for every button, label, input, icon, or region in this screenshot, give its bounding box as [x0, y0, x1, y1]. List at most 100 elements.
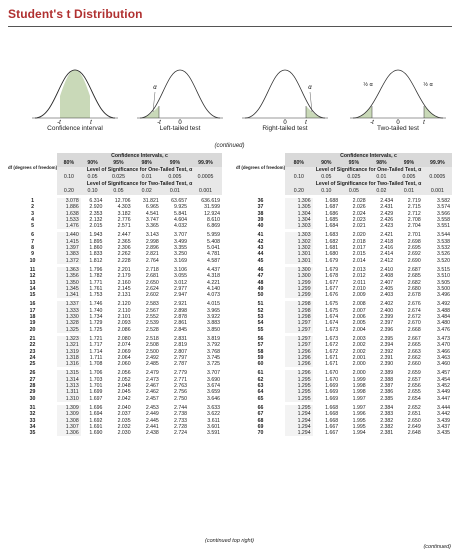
two-tail-value: 0.02 [367, 188, 396, 195]
t-value-cell: 2.715 [407, 204, 421, 211]
t-value-cell: 1.673 [325, 335, 339, 342]
ci-header-row: df (degrees of freedom) Confidence Interv… [236, 153, 452, 181]
t-value-cell: 3.633 [207, 404, 220, 411]
t-value-cell: 2.011 [353, 279, 366, 286]
t-value-cell: 3.444 [437, 404, 450, 411]
t-value-cell: 1.676 [325, 292, 339, 299]
t-value-cell: 1.297 [285, 335, 313, 343]
df-cell: 19 [29, 320, 36, 327]
ci-value: 90% [312, 160, 341, 167]
t-value-cell: 1.306 [285, 198, 313, 205]
t-value-cell: 2.508 [145, 342, 159, 349]
ci-header: Confidence Intervals, c [57, 153, 222, 160]
t-value-cell: 2.670 [407, 320, 421, 327]
table-row: 49 1.299 1.677 2.010 2.405 2.680 3.500 [236, 285, 452, 293]
t-value-cell: 3.457 [437, 370, 450, 377]
df-cell: 52 [257, 307, 264, 314]
t-value-cell: 1.298 [285, 301, 313, 308]
t-value-cell: 1.345 [57, 285, 81, 293]
t-value-cell: 1.440 [57, 232, 81, 239]
t-value-cell: 2.037 [117, 411, 131, 418]
t-value-cell: 2.687 [407, 266, 421, 273]
df-cell: 49 [257, 285, 264, 292]
t-value-cell: 1.860 [89, 245, 103, 252]
t-value-cell: 2.040 [117, 404, 131, 411]
table-row: 61 1.296 1.670 2.000 2.389 2.659 3.457 [236, 370, 452, 377]
table-row: 64 1.295 1.669 1.998 2.386 2.655 3.449 [236, 389, 452, 396]
t-value-cell: 3.463 [437, 354, 450, 361]
t-value-cell: 5.408 [207, 238, 220, 245]
t-value-cell: 2.021 [352, 223, 366, 230]
t-value-cell: 3.551 [437, 223, 450, 230]
t-value-cell: 2.831 [174, 335, 188, 342]
t-value-cell: 2.500 [145, 348, 159, 355]
ci-value: 90% [80, 160, 105, 167]
t-value-cell: 1.782 [89, 273, 103, 280]
table-row: 44 1.301 1.680 2.015 2.414 2.692 3.526 [236, 251, 452, 258]
t-value-cell: 3.690 [207, 376, 220, 383]
t-value-cell: 2.405 [380, 285, 394, 292]
t-value-cell: 636.619 [201, 198, 220, 204]
t-value-cell: 3.725 [207, 361, 220, 368]
t-value-cell: 2.447 [117, 232, 131, 239]
t-value-cell: 1.667 [325, 430, 339, 437]
t-value-cell: 3.526 [437, 251, 450, 258]
t-value-cell: 1.711 [89, 354, 103, 361]
t-value-cell: 2.667 [407, 335, 421, 342]
t-value-cell: 3.460 [437, 361, 450, 368]
t-value-cell: 1.294 [285, 417, 313, 424]
t-value-cell: 2.583 [145, 301, 159, 308]
t-value-cell: 1.694 [89, 411, 103, 418]
t-value-cell: 3.646 [207, 395, 220, 402]
t-value-cell: 2.408 [380, 273, 394, 280]
t-value-cell: 6.869 [207, 223, 220, 230]
t-value-cell: 1.674 [325, 314, 339, 321]
df-cell: 66 [257, 404, 264, 411]
t-value-cell: 6.965 [145, 204, 159, 211]
t-value-cell: 2.020 [352, 232, 366, 239]
t-value-cell: 2.539 [145, 320, 159, 327]
one-tail-value: 0.01 [132, 174, 161, 181]
t-value-cell: 2.381 [380, 430, 394, 437]
t-value-cell: 3.707 [174, 232, 188, 239]
t-value-cell: 2.407 [380, 279, 394, 286]
t-value-cell: 1.686 [325, 210, 339, 217]
t-value-cell: 1.998 [352, 389, 366, 396]
table-row: 57 1.297 1.672 2.002 2.394 2.665 3.470 [236, 342, 452, 349]
t-value-cell: 2.602 [145, 292, 159, 299]
table-row: 62 1.295 1.670 1.999 2.388 2.657 3.454 [236, 376, 452, 384]
t-value-cell: 2.412 [380, 257, 394, 264]
t-value-cell: 3.591 [207, 430, 220, 437]
t-value-cell: 2.947 [174, 292, 188, 299]
t-value-cell: 1.833 [89, 251, 103, 258]
t-value-cell: 2.656 [407, 383, 421, 390]
df-cell: 3 [31, 210, 34, 217]
table-row: 70 1.294 1.667 1.994 2.381 2.648 3.435 [236, 430, 452, 437]
t-value-cell: 3.454 [437, 376, 450, 383]
t-value-cell: 3.169 [174, 257, 188, 264]
df-cell: 65 [257, 395, 264, 402]
t-value-cell: 1.668 [325, 417, 339, 424]
t-value-cell: 1.672 [325, 342, 339, 349]
t-value-cell: 1.328 [57, 320, 81, 327]
t-value-cell: 1.679 [325, 257, 339, 264]
one-tail-value: 0.005 [160, 174, 190, 181]
table-row: 3 1.638 2.353 3.182 4.541 5.841 12.924 [8, 210, 222, 217]
df-cell: 14 [29, 285, 36, 292]
df-cell: 21 [29, 335, 36, 342]
df-cell: 44 [257, 251, 264, 258]
t-value-cell: 2.567 [145, 307, 159, 314]
t-value-cell: 2.518 [145, 335, 159, 342]
t-value-cell: 2.008 [352, 301, 366, 308]
df-cell: 42 [257, 238, 264, 245]
ci-value: 95% [340, 160, 368, 167]
t-value-cell: 1.294 [285, 411, 313, 418]
t-value-cell: 5.841 [174, 210, 188, 217]
table-row: 1 3.078 6.314 12.706 31.821 63.657 636.619 [8, 198, 222, 205]
t-value-cell: 2.695 [407, 245, 421, 252]
t-value-cell: 2.462 [145, 389, 159, 396]
t-value-cell: 3.447 [437, 395, 450, 402]
t-value-cell: 2.064 [117, 354, 131, 361]
two-tail-value: 0.05 [104, 188, 133, 195]
table-row: 2 1.886 2.920 4.303 6.965 9.925 31.599 [8, 204, 222, 211]
